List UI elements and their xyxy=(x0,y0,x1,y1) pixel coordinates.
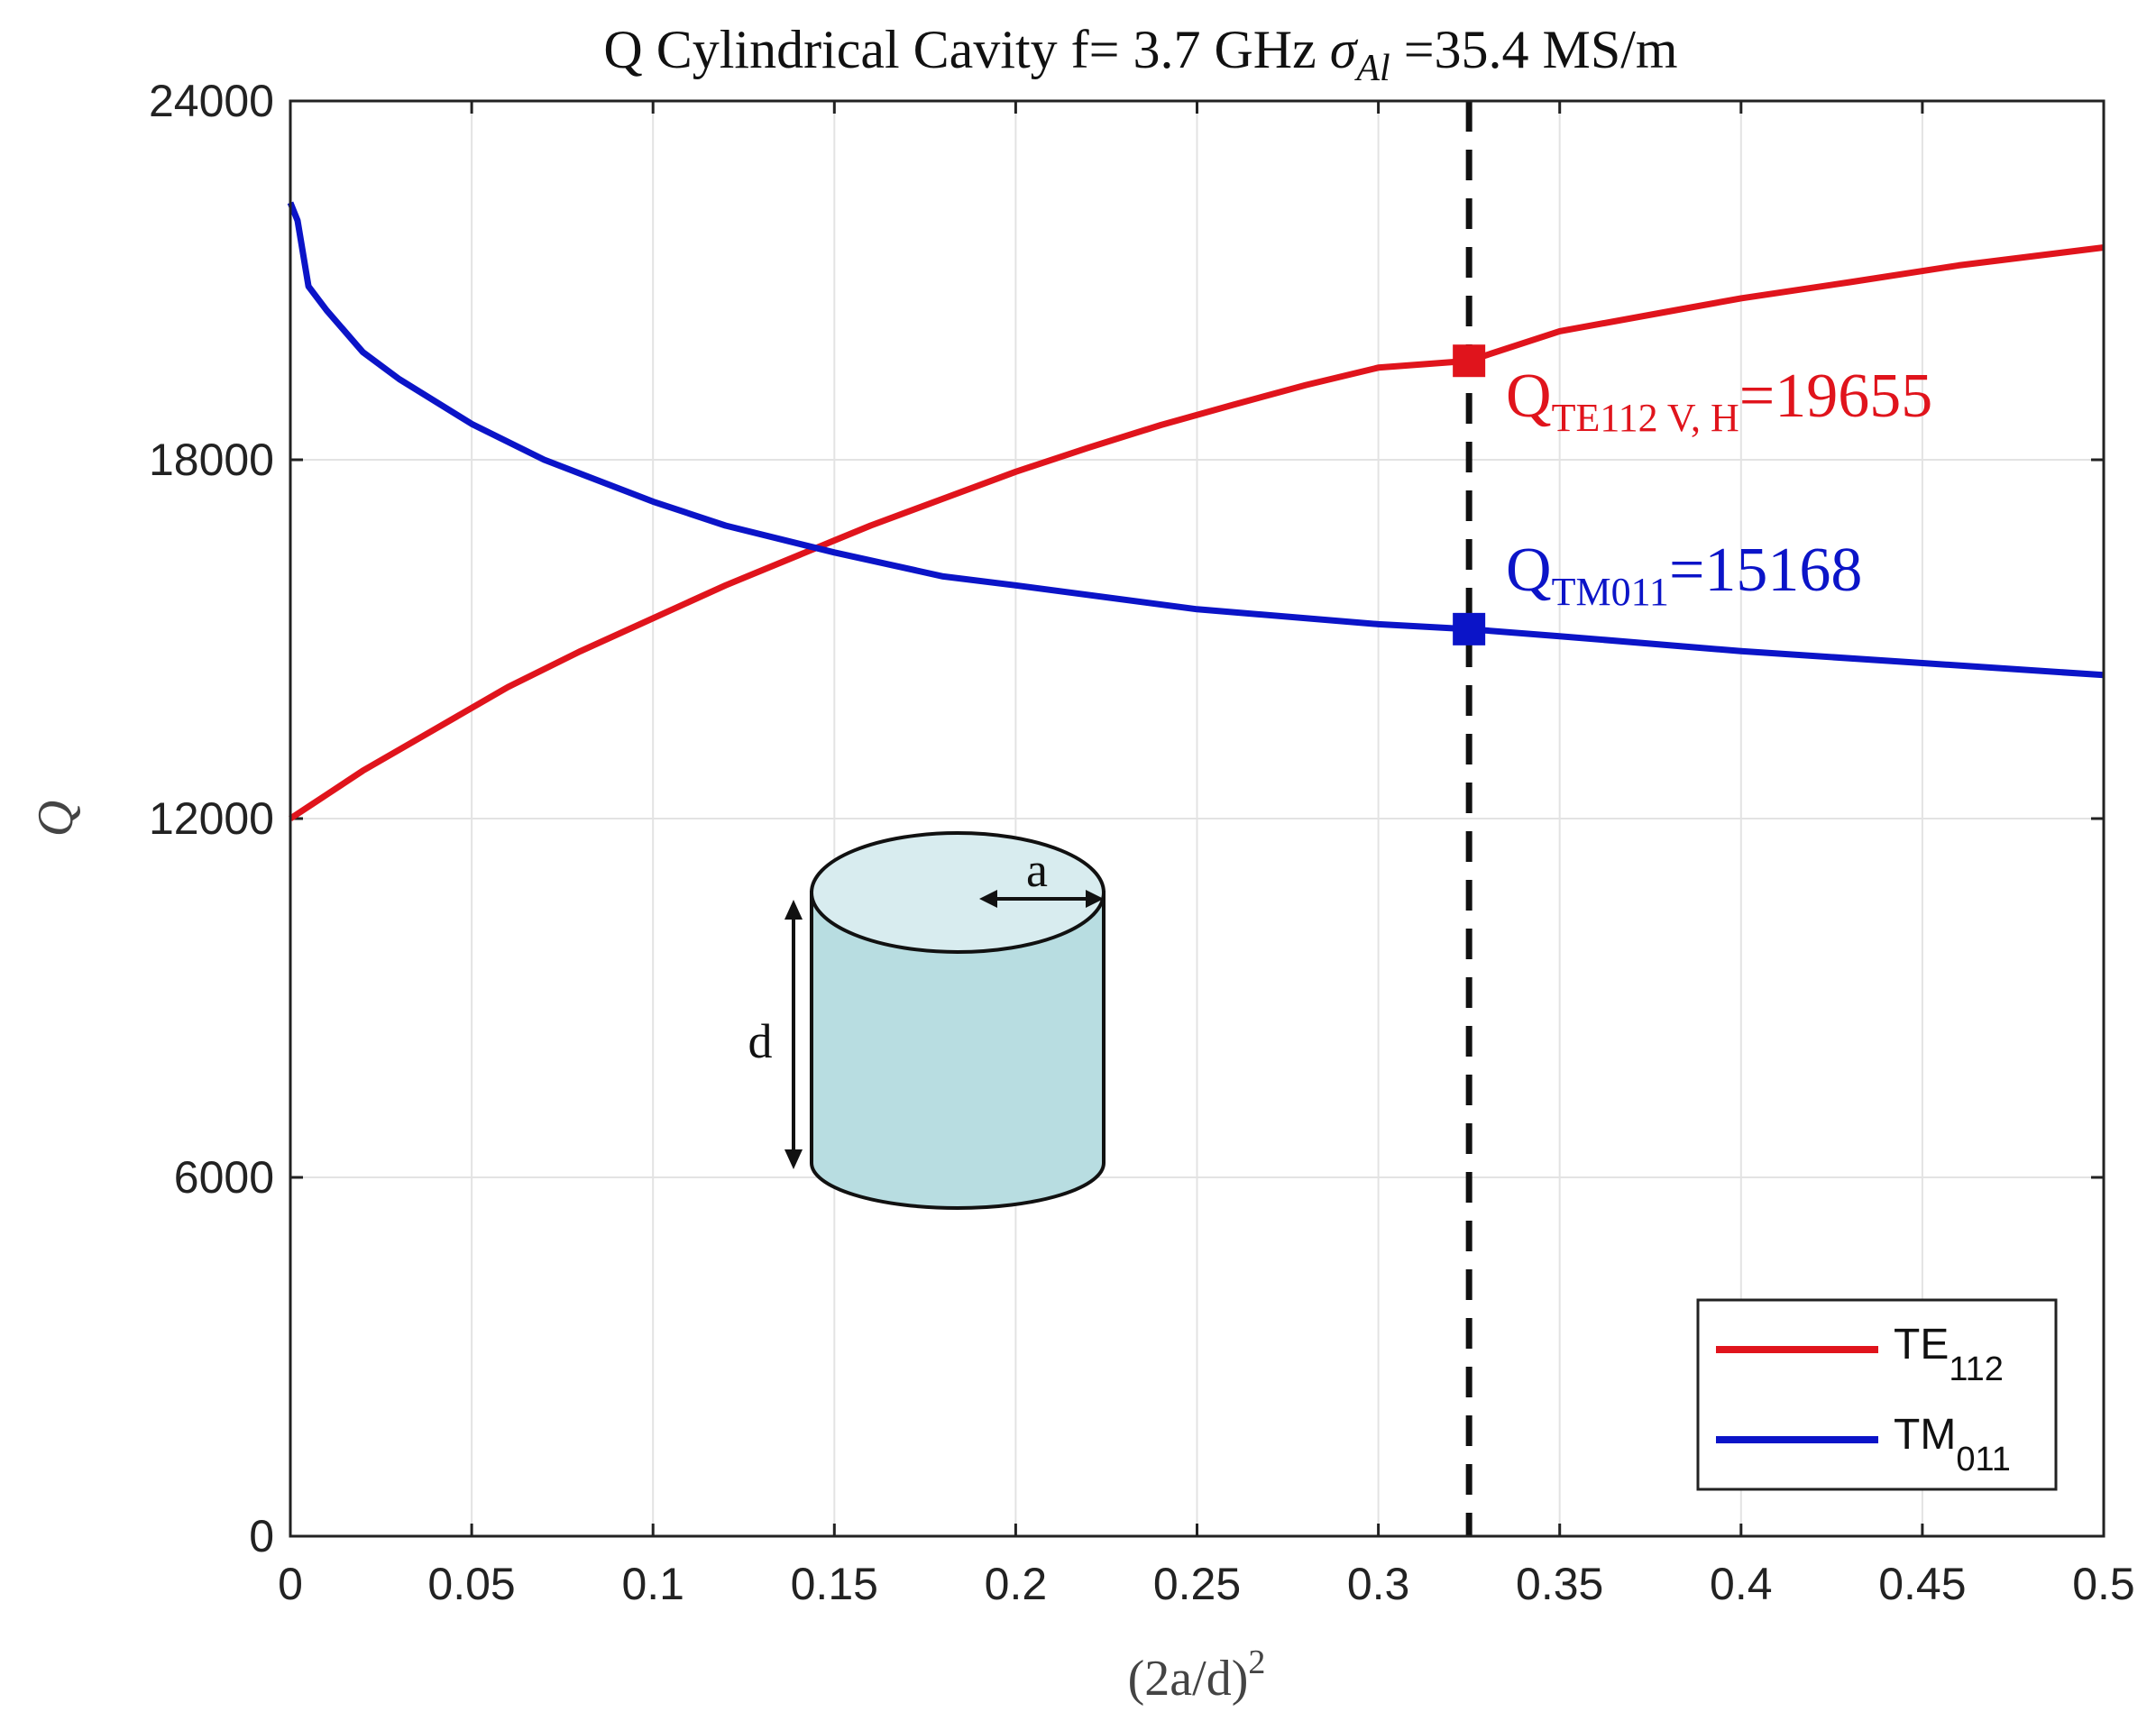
x-tick-label: 0.3 xyxy=(1347,1559,1410,1609)
x-axis-label-sup: 2 xyxy=(1248,1643,1265,1681)
title-main: Q Cylindrical Cavity f= 3.7 GHz xyxy=(603,20,1329,79)
series-line-te112 xyxy=(289,244,2105,821)
te112-marker xyxy=(1453,344,1486,378)
x-tick-label: 0.35 xyxy=(1516,1559,1603,1609)
tm011-annotation: QTM011=15168 xyxy=(1506,536,1862,614)
tm011-annotation-sub: TM011 xyxy=(1552,570,1669,614)
legend-label-tm011-sub: 011 xyxy=(1956,1441,2011,1478)
y-tick-labels: 0 6000 12000 18000 24000 xyxy=(149,76,274,1561)
x-tick-label: 0 xyxy=(278,1559,303,1609)
tm011-annotation-q: Q xyxy=(1506,536,1552,605)
x-tick-label: 0.5 xyxy=(2072,1559,2135,1609)
x-tick-label: 0.2 xyxy=(985,1559,1048,1609)
te112-annotation-sub: TE112 V, H xyxy=(1552,396,1739,440)
legend-label-tm011: TM011 xyxy=(1894,1411,2011,1478)
y-tick-label: 0 xyxy=(249,1511,274,1561)
height-label: d xyxy=(748,1014,773,1068)
legend-box xyxy=(1696,1298,2058,1491)
legend-label-te112: TE112 xyxy=(1894,1321,2004,1388)
x-tick-labels: 0 0.05 0.1 0.15 0.2 0.25 0.3 0.35 0.4 0.45 0.5 xyxy=(278,1559,2135,1609)
cylinder-body xyxy=(810,891,1106,1210)
radius-arrowhead-right xyxy=(1086,890,1104,908)
x-tick-label: 0.1 xyxy=(621,1559,684,1609)
te112-annotation-value: =19655 xyxy=(1739,362,1932,431)
series-line-tm011 xyxy=(287,201,2105,679)
te112-annotation: QTE112 V, H=19655 xyxy=(1506,362,1932,440)
x-axis-label-base: (2a/d) xyxy=(1128,1651,1249,1707)
series-lines xyxy=(287,201,2105,821)
radius-arrowhead-left xyxy=(979,890,997,908)
title-sigma-sub: Al xyxy=(1353,48,1390,89)
legend-label-te112-base: TE xyxy=(1894,1321,1949,1369)
annotation-markers xyxy=(1453,344,1486,645)
chart-title: Q Cylindrical Cavity f= 3.7 GHz σAl =35.… xyxy=(603,20,1677,89)
legend: TE112 TM011 xyxy=(1696,1298,2058,1491)
tm011-annotation-value: =15168 xyxy=(1669,536,1862,605)
y-axis-label: Q xyxy=(28,801,84,837)
cylinder-top xyxy=(810,831,1106,954)
title-sigma: σ xyxy=(1330,20,1359,79)
x-tick-label: 0.45 xyxy=(1878,1559,1966,1609)
height-arrowhead-bottom xyxy=(784,1149,803,1169)
y-tick-label: 18000 xyxy=(149,435,274,485)
te112-annotation-q: Q xyxy=(1506,362,1552,431)
title-rest: =35.4 MS/m xyxy=(1390,20,1678,79)
cylinder-inset: a d xyxy=(748,831,1106,1210)
height-arrowhead-top xyxy=(784,900,803,920)
y-tick-label: 24000 xyxy=(149,76,274,126)
x-axis-label: (2a/d)2 xyxy=(1128,1643,1266,1707)
y-tick-label: 6000 xyxy=(174,1152,274,1203)
y-tick-label: 12000 xyxy=(149,793,274,844)
grid xyxy=(289,99,2106,1538)
x-tick-label: 0.15 xyxy=(791,1559,878,1609)
legend-label-te112-sub: 112 xyxy=(1949,1350,2004,1388)
x-tick-label: 0.05 xyxy=(427,1559,515,1609)
radius-label: a xyxy=(1026,843,1048,897)
x-tick-label: 0.4 xyxy=(1710,1559,1773,1609)
tm011-marker xyxy=(1453,612,1486,645)
plot-area-border xyxy=(289,99,2106,1538)
legend-label-tm011-base: TM xyxy=(1894,1411,1956,1459)
x-tick-label: 0.25 xyxy=(1153,1559,1241,1609)
